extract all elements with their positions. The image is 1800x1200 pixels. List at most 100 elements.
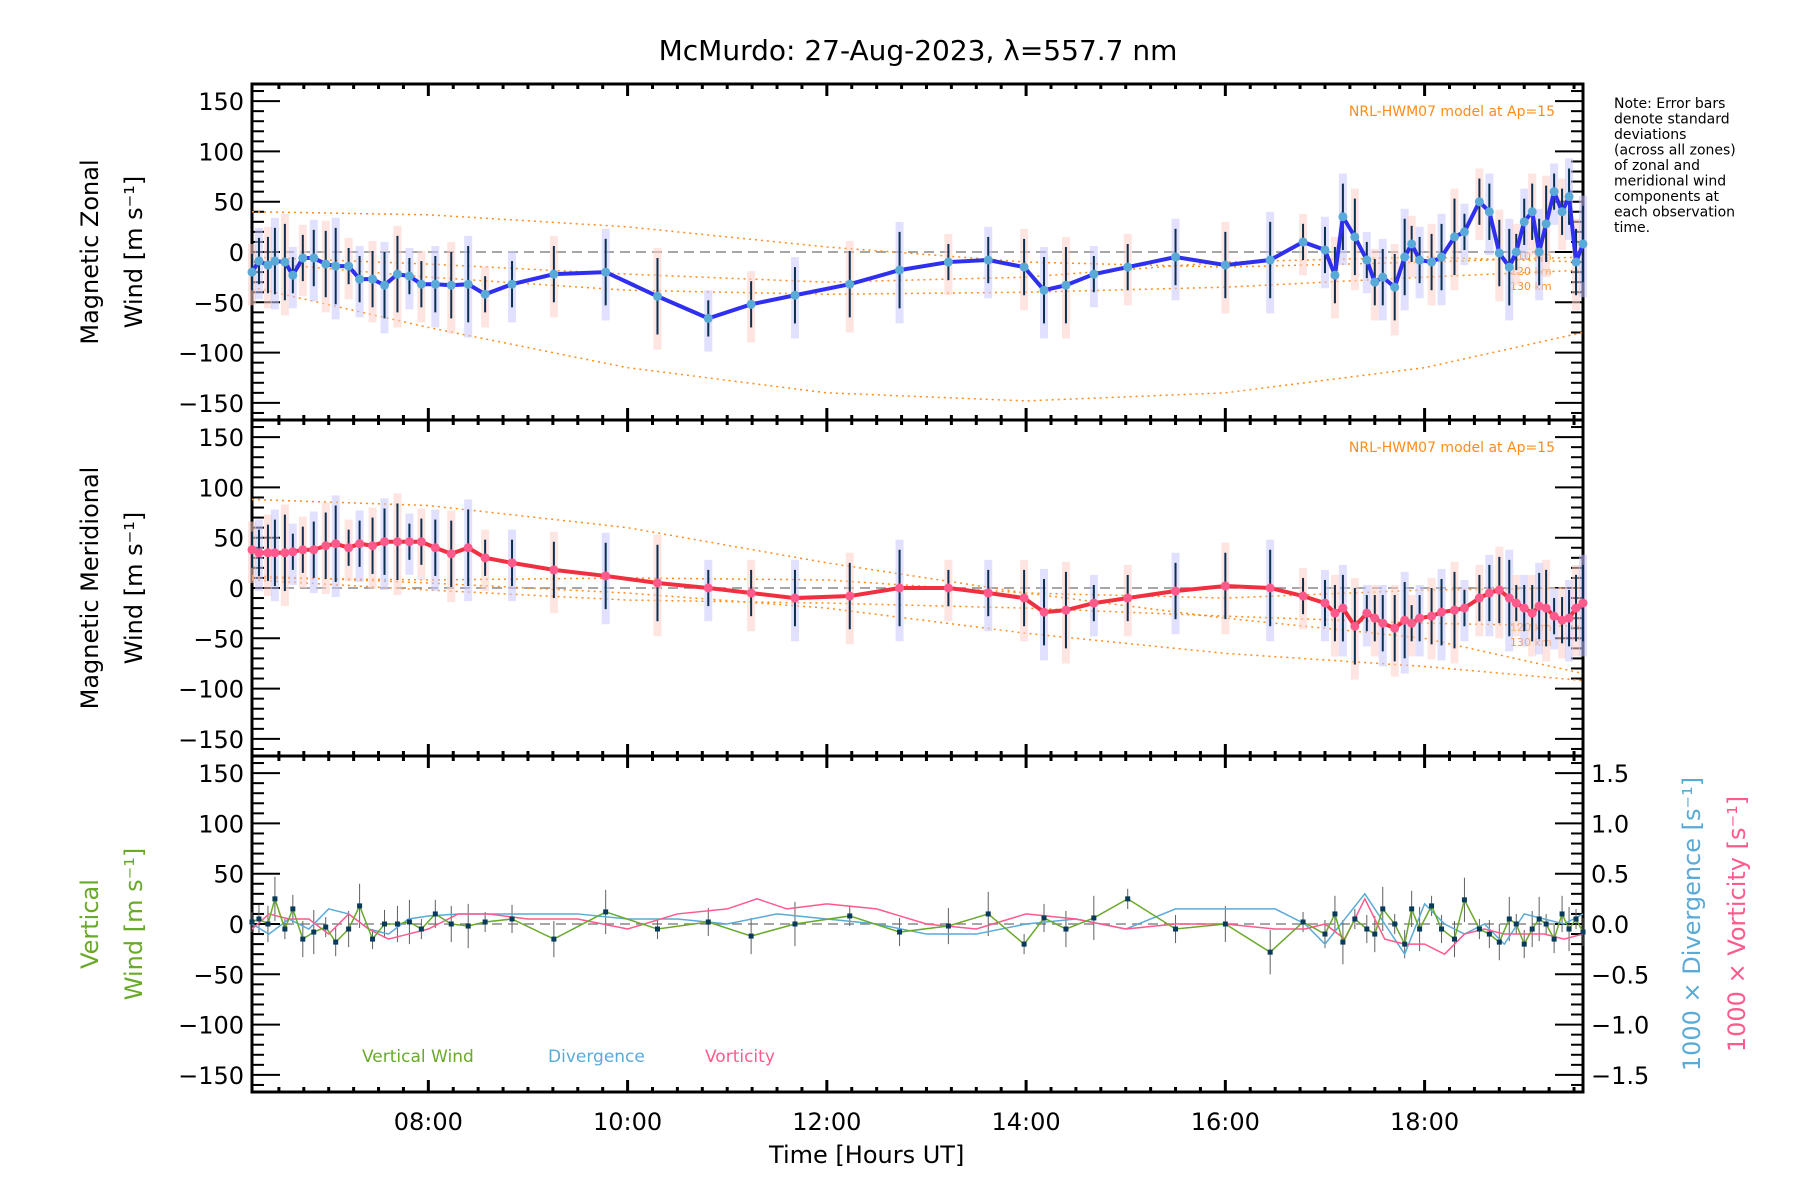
data-point xyxy=(263,260,273,270)
data-point xyxy=(1494,248,1504,258)
y-tick-label: 0 xyxy=(229,575,244,603)
vertical-wind-point xyxy=(1506,916,1512,922)
data-point xyxy=(1511,247,1521,257)
data-point xyxy=(1474,593,1484,603)
y-tick-label: 0 xyxy=(229,911,244,939)
vertical-wind-point xyxy=(323,924,329,930)
data-point xyxy=(1320,598,1330,608)
vertical-wind-point xyxy=(1402,941,1408,947)
data-point xyxy=(416,537,426,547)
divergence-axis-title: 1000 × Divergence [s⁻¹] xyxy=(1678,777,1706,1071)
data-point xyxy=(1541,603,1551,613)
data-point xyxy=(1330,608,1340,618)
data-point xyxy=(1089,598,1099,608)
model-curve xyxy=(251,286,1584,402)
data-point xyxy=(270,548,280,558)
vertical-wind-point xyxy=(1529,926,1535,932)
data-point xyxy=(1407,239,1417,249)
data-point xyxy=(1407,618,1417,628)
data-point xyxy=(1427,257,1437,267)
data-point xyxy=(1171,252,1181,262)
vertical-wind-point xyxy=(1439,926,1445,932)
data-point xyxy=(1123,593,1133,603)
data-point xyxy=(1527,608,1537,618)
y-tick-label: −50 xyxy=(193,625,244,653)
data-point xyxy=(446,280,456,290)
vertical-wind-point xyxy=(1451,936,1457,942)
data-point xyxy=(1564,613,1574,623)
y-tick-label: 100 xyxy=(198,138,244,166)
data-point xyxy=(1415,255,1425,265)
data-point xyxy=(1437,607,1447,617)
data-point xyxy=(309,253,319,263)
vertical-wind-point xyxy=(748,933,754,939)
chart-title: McMurdo: 27-Aug-2023, λ=557.7 nm xyxy=(659,34,1178,67)
data-point xyxy=(1449,232,1459,242)
note-line: (across all zones) xyxy=(1614,143,1736,159)
data-point xyxy=(355,539,365,549)
data-point xyxy=(1534,601,1544,611)
data-point xyxy=(1265,255,1275,265)
data-point xyxy=(1557,615,1567,625)
y-tick-label: 0 xyxy=(229,239,244,267)
y-right-tick-label: −0.5 xyxy=(1591,961,1649,989)
data-point xyxy=(416,279,426,289)
data-point xyxy=(507,279,517,289)
y-tick-label: −50 xyxy=(193,289,244,317)
legend-vertical-wind: Vertical Wind xyxy=(362,1047,474,1067)
vertical-wind-point xyxy=(1300,919,1306,925)
data-point xyxy=(1019,593,1029,603)
data-point xyxy=(983,588,993,598)
vertical-wind-point xyxy=(282,926,288,932)
data-point xyxy=(1578,598,1588,608)
data-point xyxy=(1427,611,1437,621)
y-right-tick-label: −1.0 xyxy=(1591,1012,1649,1040)
vertical-wind-point xyxy=(418,926,424,932)
data-point xyxy=(298,545,308,555)
data-point xyxy=(652,578,662,588)
vertical-wind-point xyxy=(1372,931,1378,937)
vertical-wind-point xyxy=(1340,939,1346,945)
data-point xyxy=(1578,239,1588,249)
data-point xyxy=(943,583,953,593)
wind-line xyxy=(251,539,1585,631)
data-point xyxy=(1494,585,1504,595)
data-point xyxy=(1220,260,1230,270)
vertical-wind-point xyxy=(1364,926,1370,932)
data-point xyxy=(549,269,559,279)
vorticity-line xyxy=(251,897,1584,956)
data-point xyxy=(355,274,365,284)
data-point xyxy=(1527,207,1537,217)
y-tick-label: −150 xyxy=(178,390,244,418)
vertical-wind-point xyxy=(1521,941,1527,947)
vertical-wind-point xyxy=(1543,921,1549,927)
vertical-wind-point xyxy=(897,929,903,935)
x-tick-label: 10:00 xyxy=(593,1108,662,1136)
data-point xyxy=(746,588,756,598)
data-point xyxy=(1571,603,1581,613)
y-axis-title: Wind [m s⁻¹] xyxy=(120,176,148,328)
data-point xyxy=(331,539,341,549)
vertical-wind-point xyxy=(847,913,853,919)
legend-divergence: Divergence xyxy=(548,1047,645,1067)
data-point xyxy=(895,583,905,593)
vertical-wind-point xyxy=(346,926,352,932)
vertical-wind-point xyxy=(792,921,798,927)
y-axis-title: Magnetic Zonal xyxy=(76,159,104,344)
vertical-wind-point xyxy=(333,939,339,945)
data-point xyxy=(601,267,611,277)
data-point xyxy=(1362,255,1372,265)
data-point xyxy=(1400,615,1410,625)
vertical-wind-point xyxy=(1476,926,1482,932)
vertical-wind-point xyxy=(705,919,711,925)
vertical-wind-point xyxy=(1417,926,1423,932)
vertical-wind-point xyxy=(1125,896,1131,902)
vertical-wind-point xyxy=(1429,903,1435,909)
vertical-wind-point xyxy=(1496,939,1502,945)
data-point xyxy=(790,290,800,300)
vertical-wind-point xyxy=(272,896,278,902)
data-point xyxy=(1298,237,1308,247)
y-tick-label: 50 xyxy=(213,525,244,553)
model-annotation: NRL-HWM07 model at Ap=15 xyxy=(1349,440,1555,456)
vertical-wind-point xyxy=(300,936,306,942)
